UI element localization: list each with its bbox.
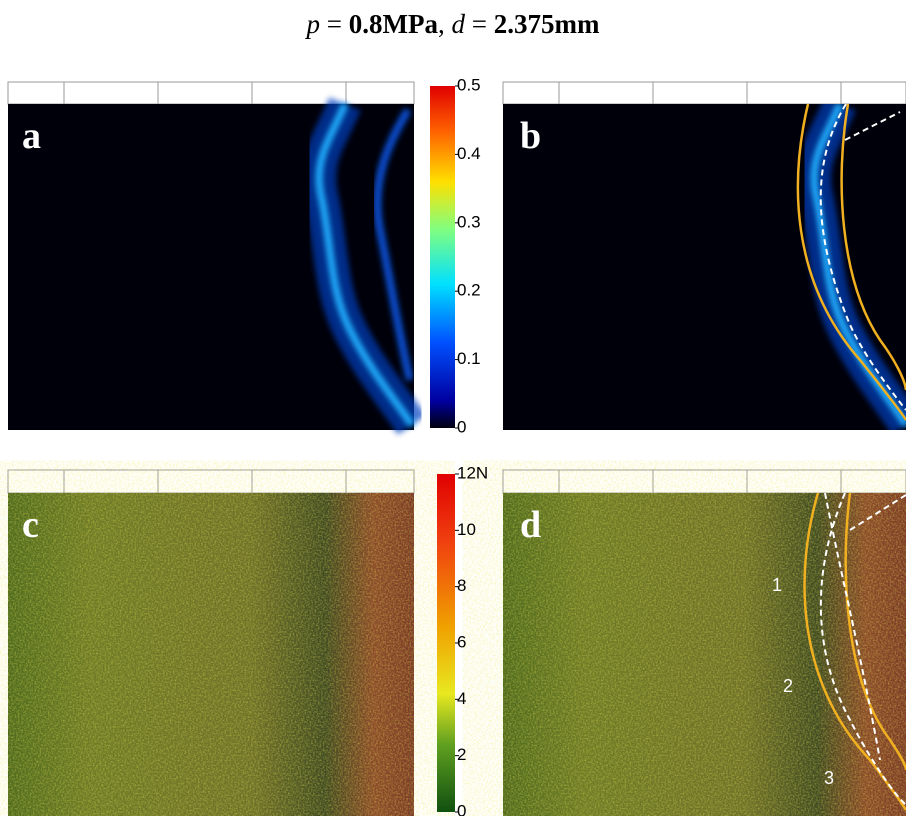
colorbar-ticks: 0 0.1 0.2 0.3 0.4 0.5 0 2 4 6 8 10 12N <box>455 75 488 816</box>
panel-b: b <box>503 104 906 430</box>
title-value: 0.8MPa <box>349 9 439 39</box>
panel-label: a <box>22 115 41 157</box>
tick-label: 0 <box>457 801 466 816</box>
tick-label: 0.3 <box>457 212 481 231</box>
panel-label: b <box>520 115 541 157</box>
tick-label: 0 <box>457 417 466 436</box>
annotation: 1 <box>772 575 782 595</box>
tick-label: 2 <box>457 745 466 764</box>
tick-label: 10 <box>457 520 476 539</box>
top-strips <box>7 81 906 494</box>
tick-label: 0.5 <box>457 75 481 94</box>
tick-label: 0.2 <box>457 281 481 300</box>
panel-label: c <box>22 504 39 546</box>
tick-label: 0.4 <box>457 144 481 163</box>
title-symbol: p <box>305 9 321 39</box>
annotation: 3 <box>824 768 834 788</box>
panel-label: d <box>520 504 541 546</box>
tick-label: 8 <box>457 576 466 595</box>
panel-a: a <box>8 97 427 435</box>
title-text: = <box>465 9 494 39</box>
panel-d: d 1 2 3 <box>503 493 906 816</box>
colorbar <box>437 474 455 812</box>
tick-label: 6 <box>457 632 466 651</box>
title-text: , <box>438 9 452 39</box>
figure-title: p = 0.8MPa, d = 2.375mm <box>305 9 600 39</box>
annotation: 2 <box>783 676 793 696</box>
tick-label: 4 <box>457 689 466 708</box>
title-text: = <box>320 9 349 39</box>
panel-c: c <box>8 493 414 816</box>
tick-label: 0.1 <box>457 349 481 368</box>
colorbar <box>430 86 455 428</box>
tick-label: 12N <box>457 463 488 482</box>
title-symbol: d <box>452 9 466 39</box>
title-value: 2.375mm <box>494 9 600 39</box>
